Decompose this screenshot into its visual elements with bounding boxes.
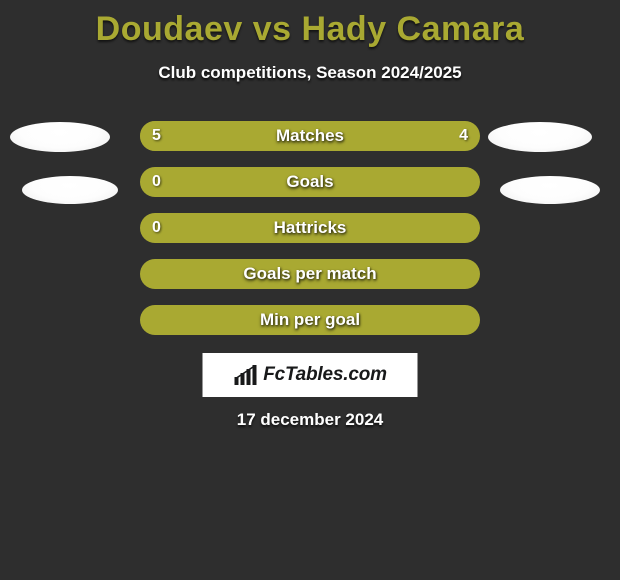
logo-bars-icon	[233, 365, 259, 385]
stat-value-left: 5	[152, 121, 161, 151]
stat-label: Goals per match	[243, 264, 376, 284]
logo-text: FcTables.com	[263, 364, 387, 386]
stat-label: Hattricks	[274, 218, 347, 238]
stats-area: 5 Matches 4 0 Goals 0 Hattricks Goals per match…	[0, 121, 620, 335]
stat-value-right: 4	[459, 121, 468, 151]
stat-value-left: 0	[152, 167, 161, 197]
stat-row: Goals per match	[0, 259, 620, 289]
stat-bar-text: Min per goal	[140, 305, 480, 335]
stat-bar-text: 5 Matches 4	[140, 121, 480, 151]
stat-bar-text: Goals per match	[140, 259, 480, 289]
date-label: 17 december 2024	[237, 410, 384, 430]
subtitle: Club competitions, Season 2024/2025	[0, 63, 620, 83]
site-logo: FcTables.com	[203, 353, 418, 397]
page-title: Doudaev vs Hady Camara	[0, 0, 620, 49]
stat-label: Goals	[286, 172, 333, 192]
stat-bar-text: 0 Hattricks	[140, 213, 480, 243]
stat-row: 5 Matches 4	[0, 121, 620, 151]
stat-row: Min per goal	[0, 305, 620, 335]
stat-label: Min per goal	[260, 310, 360, 330]
stat-row: 0 Hattricks	[0, 213, 620, 243]
stat-label: Matches	[276, 126, 344, 146]
stat-value-left: 0	[152, 213, 161, 243]
stat-bar-text: 0 Goals	[140, 167, 480, 197]
stat-row: 0 Goals	[0, 167, 620, 197]
